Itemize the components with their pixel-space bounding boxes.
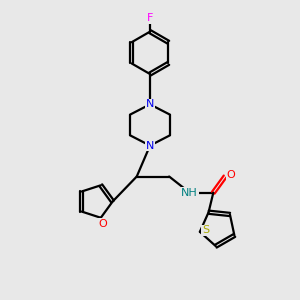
Text: N: N <box>146 99 154 110</box>
Text: S: S <box>202 225 209 236</box>
Text: O: O <box>226 170 235 180</box>
Text: F: F <box>147 14 153 23</box>
Text: O: O <box>98 219 107 229</box>
Text: NH: NH <box>182 188 198 198</box>
Text: N: N <box>146 141 154 151</box>
